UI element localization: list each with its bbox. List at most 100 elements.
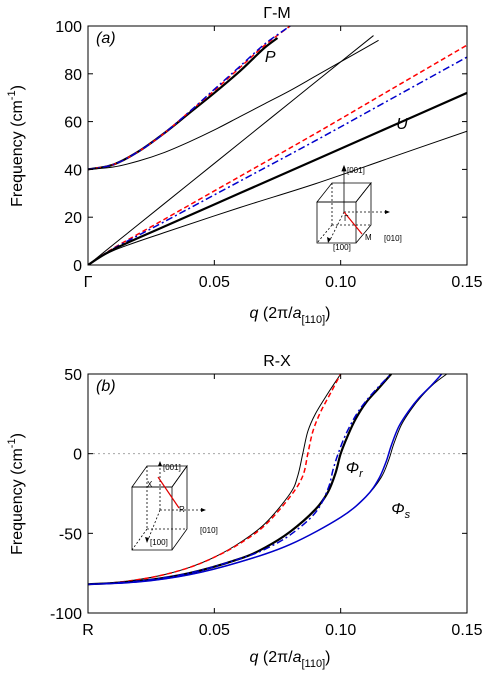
panel-a-xlabel-pre: (2π/ bbox=[258, 305, 293, 322]
y-tick-label: 0 bbox=[73, 447, 82, 464]
series-line-9 bbox=[88, 130, 467, 265]
panel-a-inset-labels: [001] [010] [100] Γ M bbox=[333, 166, 402, 252]
y-tick-label: 100 bbox=[55, 19, 82, 36]
y-tick-label: 20 bbox=[64, 210, 82, 227]
series-line-4 bbox=[88, 374, 392, 586]
curve-label: P bbox=[265, 49, 276, 66]
panel-a-frame bbox=[87, 25, 468, 266]
panel-b-ylabel: Frequency (cm-1) bbox=[6, 433, 26, 555]
curve-label: Φs bbox=[391, 501, 410, 521]
series-line-3 bbox=[88, 26, 291, 171]
axis-001-arrowhead bbox=[341, 164, 347, 172]
gamma-m-path bbox=[343, 211, 363, 235]
curve-label-main: Φ bbox=[391, 501, 404, 518]
curve-label-main: U bbox=[396, 116, 408, 133]
curve-label-main: P bbox=[265, 49, 276, 66]
panel-b-ylabel-tail: ) bbox=[9, 433, 26, 438]
curve-label-sub: s bbox=[405, 509, 411, 521]
panel-a-xlabel-sub: [110] bbox=[301, 314, 325, 326]
x-tick-label: Γ bbox=[84, 274, 93, 291]
curve-label-sub: r bbox=[359, 468, 364, 480]
x-tick-label: 0.10 bbox=[325, 622, 356, 639]
x-tick-label: 0.05 bbox=[199, 274, 230, 291]
series-line-1 bbox=[88, 37, 279, 171]
panel-b-xlabel: q (2π/a[110]) bbox=[250, 649, 331, 670]
axis-010-arrowhead bbox=[201, 508, 206, 512]
panel-a-ylabel: Frequency (cm-1) bbox=[6, 85, 26, 207]
x-r-path bbox=[157, 476, 180, 509]
panel-b-title: R-X bbox=[263, 353, 291, 370]
y-tick-label: 80 bbox=[64, 67, 82, 84]
panel-b-ylabel-sup: -1 bbox=[6, 438, 18, 448]
panel-a-xlabel-post: ) bbox=[325, 305, 330, 322]
panel-b-inset-labels: [001] [010] [100] X R bbox=[147, 463, 218, 547]
panel-b-xlabel-q: q bbox=[250, 649, 259, 666]
panel-a-xlabel-q: q bbox=[250, 305, 259, 322]
x-tick-label: R bbox=[82, 622, 94, 639]
inset-b-label-001: [001] bbox=[163, 463, 181, 472]
panel-a-ylabel-sup: -1 bbox=[6, 90, 18, 100]
cube-side-face bbox=[355, 181, 372, 244]
axis-100-arrow bbox=[147, 509, 161, 541]
axis-100-arrowhead bbox=[145, 537, 149, 543]
x-tick-label: 0.15 bbox=[451, 274, 482, 291]
panel-a-series bbox=[88, 26, 467, 265]
inset-a-label-100: [100] bbox=[333, 243, 351, 252]
axis-001-arrowhead bbox=[158, 461, 162, 466]
y-tick-label: 60 bbox=[64, 115, 82, 132]
series-line-6 bbox=[88, 374, 443, 586]
y-tick-label: 40 bbox=[64, 162, 82, 179]
inset-b-label-010: [010] bbox=[200, 526, 218, 535]
y-tick-label: 50 bbox=[64, 367, 82, 384]
panel-b-xlabel-sub: [110] bbox=[301, 658, 325, 670]
y-tick-label: -100 bbox=[50, 606, 82, 623]
panel-a-ticks: Γ 0.05 0.10 0.15 0 20 40 60 80 100 bbox=[55, 19, 482, 291]
inset-a-label-gamma: Γ bbox=[344, 214, 349, 223]
panel-b-label: (b) bbox=[96, 378, 116, 395]
cube-side-face bbox=[171, 464, 188, 551]
series-line-7 bbox=[88, 56, 467, 265]
curve-label: Φr bbox=[346, 460, 364, 480]
series-line-3 bbox=[88, 374, 393, 586]
curve-label: U bbox=[396, 116, 408, 133]
cube-front-face bbox=[316, 201, 357, 244]
panel-a-xlabel-a: a bbox=[293, 305, 302, 322]
inset-b-label-r: R bbox=[179, 505, 185, 514]
panel-a-ylabel-tail: ) bbox=[9, 85, 26, 90]
series-line-2 bbox=[88, 374, 342, 586]
series-line-5 bbox=[88, 35, 374, 265]
panel-a-label: (a) bbox=[96, 30, 116, 47]
panel-b-inset-cube bbox=[131, 461, 206, 551]
panel-a-inset-cube bbox=[316, 164, 390, 244]
panel-b-xlabel-pre: (2π/ bbox=[258, 649, 293, 666]
series-line-8 bbox=[88, 91, 467, 265]
y-tick-label: 0 bbox=[73, 258, 82, 275]
panel-a-xlabel: q (2π/a[110]) bbox=[250, 305, 331, 326]
panel-b-series bbox=[88, 374, 448, 586]
y-tick-label: -50 bbox=[59, 526, 82, 543]
axis-010-arrowhead bbox=[385, 210, 390, 214]
panel-a-curve-labels: PU bbox=[265, 49, 408, 133]
panel-b-frame bbox=[87, 373, 468, 614]
panel-a-title: Γ-M bbox=[263, 5, 290, 22]
panel-b-xlabel-post: ) bbox=[325, 649, 330, 666]
panel-b-xlabel-a: a bbox=[293, 649, 302, 666]
curve-label-main: Φ bbox=[346, 460, 359, 477]
axis-100-arrow bbox=[329, 211, 345, 241]
inset-a-label-m: M bbox=[365, 233, 372, 242]
x-tick-label: 0.10 bbox=[325, 274, 356, 291]
axis-100-arrowhead bbox=[327, 237, 331, 243]
inset-a-label-010: [010] bbox=[384, 234, 402, 243]
panel-b-ticks: R 0.05 0.10 0.15 -100 -50 0 50 bbox=[50, 367, 483, 639]
cube-hidden-edge bbox=[131, 528, 148, 551]
panel-b-ylabel-main: Frequency (cm bbox=[9, 448, 26, 555]
x-tick-label: 0.15 bbox=[451, 622, 482, 639]
series-line-1 bbox=[88, 374, 342, 585]
inset-b-label-100: [100] bbox=[150, 538, 168, 547]
inset-a-label-001: [001] bbox=[347, 166, 365, 175]
x-tick-label: 0.05 bbox=[199, 622, 230, 639]
